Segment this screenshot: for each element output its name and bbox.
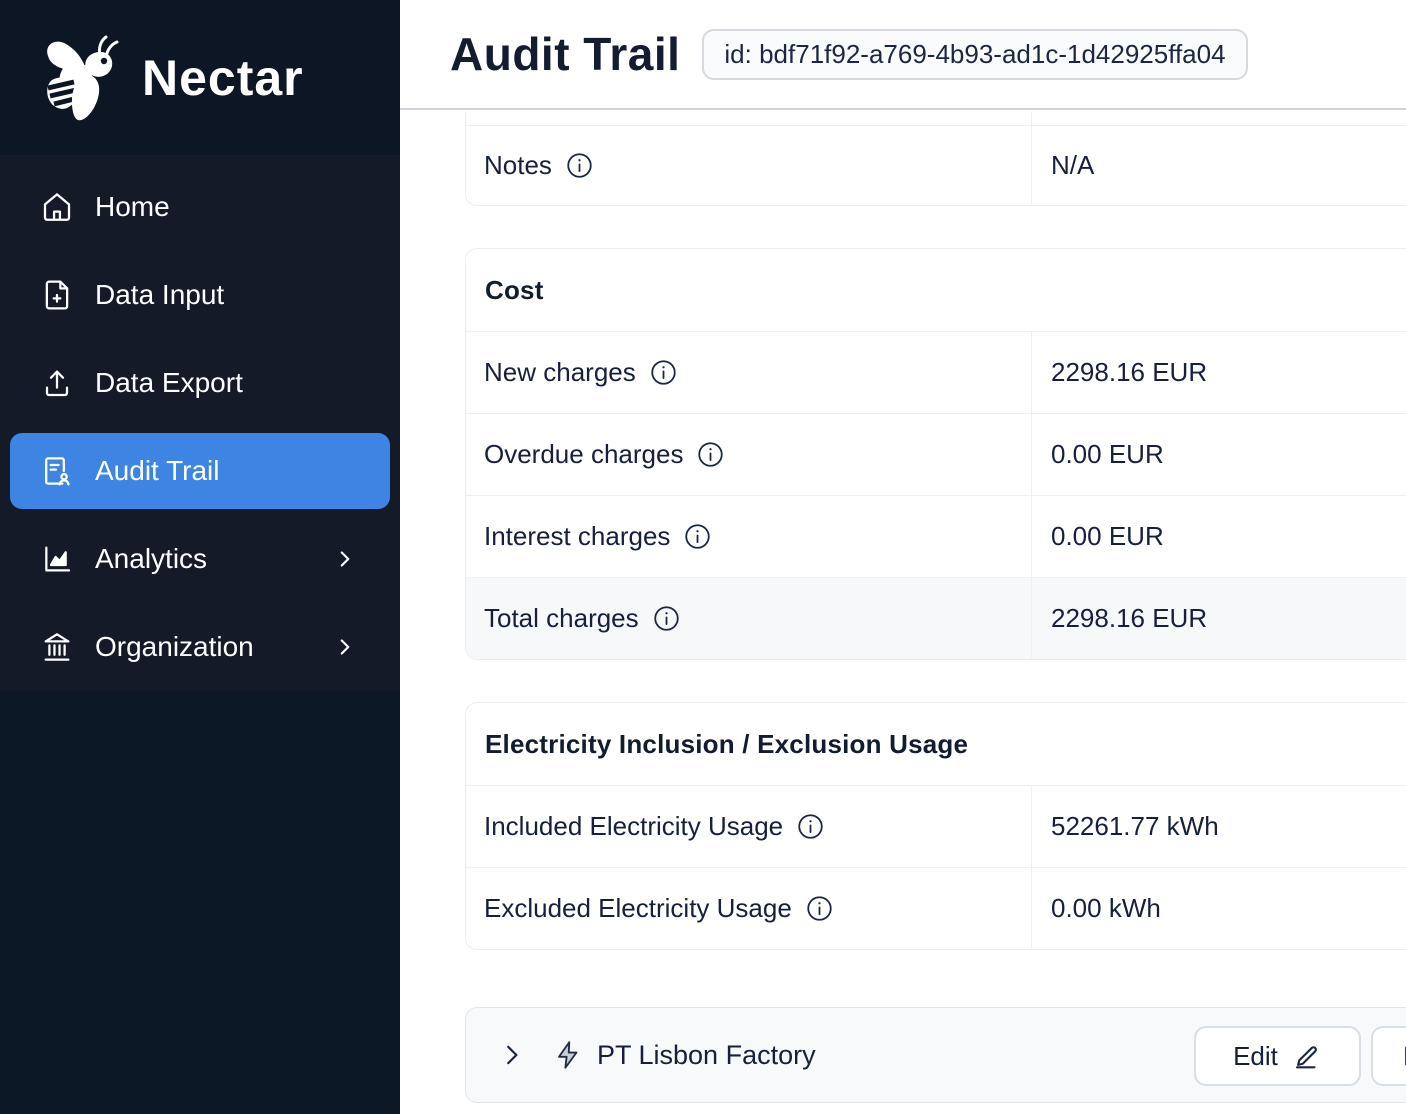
info-icon[interactable]: [806, 895, 833, 922]
edit-button[interactable]: Edit: [1194, 1026, 1361, 1086]
row-label: Total charges: [484, 603, 639, 633]
chevron-right-icon: [332, 634, 358, 660]
sidebar: Nectar Home Data Input: [0, 0, 400, 1114]
organization-icon: [40, 631, 74, 663]
row-label: Included Electricity Usage: [484, 811, 784, 841]
info-icon[interactable]: [650, 359, 677, 386]
row-label: Overdue charges: [484, 439, 684, 469]
zap-icon: [553, 1040, 583, 1070]
bee-logo-icon: [34, 30, 126, 126]
sidebar-item-audit-trail[interactable]: Audit Trail: [10, 433, 390, 509]
row-label-cell: Interest charges: [466, 496, 1032, 577]
sidebar-item-label: Organization: [95, 631, 254, 662]
row-label-cell: Excluded Electricity Usage: [466, 868, 1032, 949]
sidebar-item-label: Analytics: [95, 543, 208, 574]
expand-chevron-icon[interactable]: [497, 1040, 527, 1070]
table-row: Overdue charges 0.00 EUR: [466, 413, 1406, 495]
info-icon[interactable]: [566, 152, 593, 179]
table-row: Notes N/A: [466, 125, 1406, 205]
upload-icon: [40, 367, 74, 399]
app-logo: Nectar: [0, 0, 400, 155]
facility-row[interactable]: PT Lisbon Factory Edit Delete: [465, 1007, 1406, 1103]
facility-name: PT Lisbon Factory: [597, 1039, 816, 1070]
id-badge[interactable]: id: bdf71f92-a769-4b93-ad1c-1d42925ffa04: [702, 28, 1248, 80]
info-icon[interactable]: [684, 523, 711, 550]
clipped-row: [466, 112, 1406, 125]
notes-card: Notes N/A: [465, 112, 1406, 206]
sidebar-item-label: Data Export: [95, 367, 243, 398]
row-label-cell: Included Electricity Usage: [466, 786, 1032, 867]
row-value: 2298.16 EUR: [1051, 603, 1208, 633]
sidebar-item-analytics[interactable]: Analytics: [0, 515, 400, 603]
row-label-cell: Overdue charges: [466, 414, 1032, 495]
audit-detail-panel: Notes N/A Cost New charges 2: [400, 112, 1406, 1103]
row-value: 0.00 EUR: [1051, 521, 1164, 551]
analytics-icon: [40, 543, 74, 575]
info-icon[interactable]: [653, 605, 680, 632]
home-icon: [40, 191, 74, 223]
table-row: Included Electricity Usage 52261.77 kWh: [466, 785, 1406, 867]
table-row: Interest charges 0.00 EUR: [466, 495, 1406, 577]
row-label: Interest charges: [484, 521, 671, 551]
row-value: 52261.77 kWh: [1051, 811, 1219, 841]
sidebar-item-data-input[interactable]: Data Input: [0, 251, 400, 339]
sidebar-item-home[interactable]: Home: [0, 163, 400, 251]
chevron-right-icon: [332, 546, 358, 572]
page-title: Audit Trail: [450, 28, 681, 80]
audit-trail-icon: [40, 455, 74, 487]
sidebar-item-label: Data Input: [95, 279, 225, 310]
sidebar-item-organization[interactable]: Organization: [0, 603, 400, 691]
edit-button-label: Edit: [1233, 1040, 1278, 1071]
section-title: Electricity Inclusion / Exclusion Usage: [485, 728, 969, 759]
row-label: Excluded Electricity Usage: [484, 893, 792, 923]
delete-button[interactable]: Delete: [1371, 1026, 1406, 1086]
electricity-card: Electricity Inclusion / Exclusion Usage …: [465, 702, 1406, 950]
pencil-icon: [1292, 1041, 1322, 1071]
sidebar-item-data-export[interactable]: Data Export: [0, 339, 400, 427]
row-value: N/A: [1051, 150, 1095, 180]
row-value: 0.00 kWh: [1051, 893, 1161, 923]
section-title: Cost: [485, 274, 544, 305]
table-row-total: Total charges 2298.16 EUR: [466, 577, 1406, 659]
table-row: Excluded Electricity Usage 0.00 kWh: [466, 867, 1406, 949]
sidebar-item-label: Home: [95, 191, 170, 222]
cost-card: Cost New charges 2298.16 EUR Overdue cha…: [465, 248, 1406, 660]
row-label: New charges: [484, 357, 636, 387]
row-label-cell: Total charges: [466, 578, 1032, 659]
app-logo-text: Nectar: [142, 49, 304, 106]
sidebar-item-label: Audit Trail: [95, 455, 220, 486]
sidebar-nav: Home Data Input Data Export: [0, 155, 400, 691]
info-icon[interactable]: [797, 813, 824, 840]
file-plus-icon: [40, 279, 74, 311]
delete-button-label: Delete: [1403, 1041, 1406, 1072]
row-value: 0.00 EUR: [1051, 439, 1164, 469]
table-row: New charges 2298.16 EUR: [466, 331, 1406, 413]
page-header: Audit Trail id: bdf71f92-a769-4b93-ad1c-…: [400, 0, 1406, 110]
row-label: Notes: [484, 150, 552, 180]
info-icon[interactable]: [697, 441, 724, 468]
row-label-cell: Notes: [466, 126, 1032, 205]
row-label-cell: New charges: [466, 332, 1032, 413]
row-value: 2298.16 EUR: [1051, 357, 1208, 387]
